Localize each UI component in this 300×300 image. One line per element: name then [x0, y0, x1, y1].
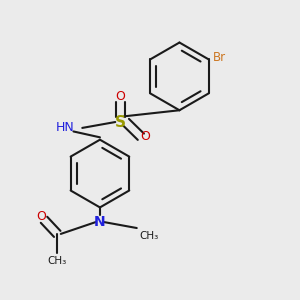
Text: HN: HN — [56, 122, 75, 134]
Text: N: N — [94, 215, 106, 229]
Text: Br: Br — [213, 51, 226, 64]
Text: S: S — [115, 115, 126, 130]
Text: O: O — [116, 91, 125, 103]
Text: O: O — [141, 130, 151, 143]
Text: O: O — [36, 210, 46, 223]
Text: CH₃: CH₃ — [48, 256, 67, 266]
Text: CH₃: CH₃ — [140, 231, 159, 241]
